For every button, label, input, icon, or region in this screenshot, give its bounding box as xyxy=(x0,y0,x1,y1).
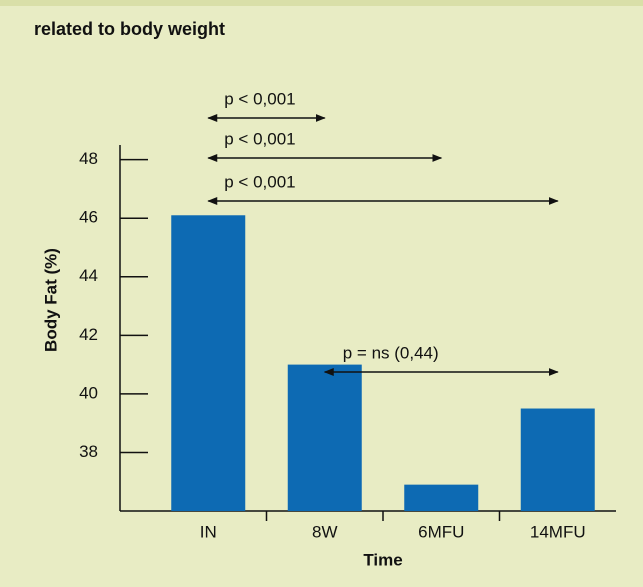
bar xyxy=(520,408,595,511)
chart-title: related to body weight xyxy=(34,19,225,39)
y-axis-label: Body Fat (%) xyxy=(41,248,60,352)
y-tick-label: 38 xyxy=(79,442,98,461)
comparison-label: p = ns (0,44) xyxy=(343,343,439,362)
bar xyxy=(404,484,479,511)
comparison-label: p < 0,001 xyxy=(224,129,295,148)
x-tick-label: IN xyxy=(200,522,217,541)
x-tick-label: 14MFU xyxy=(530,522,586,541)
y-tick-label: 42 xyxy=(79,325,98,344)
x-axis-label: Time xyxy=(363,550,402,569)
x-tick-label: 8W xyxy=(312,522,338,541)
top-band xyxy=(0,0,643,6)
y-tick-label: 40 xyxy=(79,383,98,402)
comparison-label: p < 0,001 xyxy=(224,89,295,108)
bar xyxy=(287,364,362,511)
y-tick-label: 44 xyxy=(79,266,98,285)
bar xyxy=(171,215,246,511)
y-tick-label: 48 xyxy=(79,149,98,168)
x-tick-label: 6MFU xyxy=(418,522,464,541)
y-tick-label: 46 xyxy=(79,208,98,227)
comparison-label: p < 0,001 xyxy=(224,172,295,191)
